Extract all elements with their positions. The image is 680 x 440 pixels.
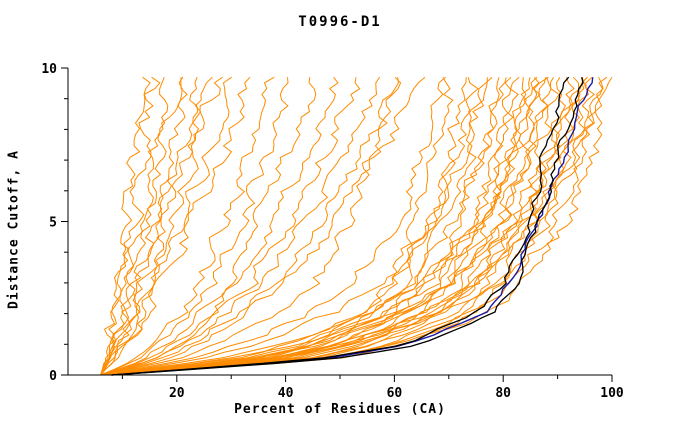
prediction-curve — [100, 77, 479, 376]
x-tick-label: 20 — [169, 386, 185, 401]
prediction-curve — [100, 76, 184, 376]
prediction-curve — [100, 77, 552, 376]
y-tick-label: 5 — [49, 216, 57, 231]
prediction-curve — [100, 76, 608, 376]
highlight-curve-black — [111, 77, 584, 376]
prediction-curve — [100, 76, 596, 376]
prediction-curve — [100, 76, 151, 376]
prediction-curve — [100, 76, 339, 376]
prediction-curve — [100, 76, 275, 376]
prediction-curve — [100, 77, 500, 376]
prediction-curve — [100, 76, 560, 376]
prediction-curve — [100, 76, 223, 376]
prediction-curve — [100, 77, 527, 376]
x-tick-label: 60 — [387, 386, 403, 401]
prediction-curve — [100, 76, 566, 376]
prediction-curve — [100, 76, 402, 376]
prediction-curve — [100, 76, 613, 376]
prediction-curve — [100, 77, 199, 376]
prediction-curve — [100, 77, 289, 376]
prediction-curve — [100, 76, 520, 376]
prediction-curve — [100, 76, 581, 376]
prediction-curve — [100, 76, 426, 376]
prediction-curve — [100, 76, 549, 376]
prediction-curve — [100, 77, 531, 376]
x-tick-label: 100 — [600, 386, 624, 401]
prediction-curve — [100, 76, 588, 376]
prediction-curve — [100, 76, 541, 376]
prediction-curve — [100, 77, 399, 376]
prediction-curve — [100, 77, 361, 376]
prediction-curve — [100, 76, 446, 376]
prediction-curve — [100, 76, 493, 376]
prediction-curve — [100, 76, 213, 376]
prediction-curve — [100, 77, 317, 376]
prediction-curve — [100, 76, 381, 376]
x-tick-label: 80 — [495, 386, 511, 401]
prediction-curve — [100, 77, 575, 376]
prediction-curve — [100, 76, 232, 376]
prediction-curve — [100, 77, 590, 376]
x-tick-label: 40 — [278, 386, 294, 401]
x-axis-label: Percent of Residues (CA) — [234, 402, 446, 417]
prediction-curve — [100, 76, 161, 376]
prediction-curve — [100, 76, 454, 376]
prediction-curve — [100, 76, 604, 376]
prediction-curve — [100, 76, 251, 376]
prediction-curve — [100, 77, 507, 376]
prediction-curve — [100, 77, 188, 376]
y-tick-label: 0 — [49, 369, 57, 384]
y-tick-label: 10 — [41, 62, 57, 77]
highlight-curve-blue — [111, 77, 594, 376]
highlight-curve-black — [111, 76, 570, 376]
page-title: T0996-D1 — [298, 14, 382, 30]
